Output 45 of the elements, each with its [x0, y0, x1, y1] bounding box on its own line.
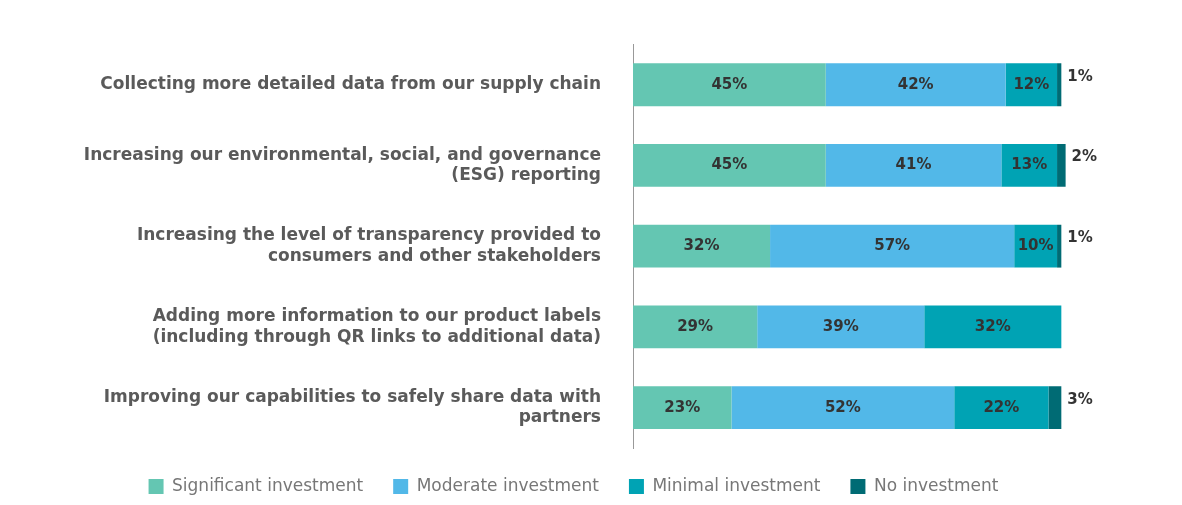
- bar: [1057, 144, 1066, 187]
- data-label: 12%: [1013, 74, 1050, 93]
- legend-label: Significant investment: [172, 474, 364, 495]
- bar: [825, 63, 1006, 107]
- bar: [954, 386, 1049, 430]
- data-label: 39%: [822, 316, 859, 335]
- bar: [924, 305, 1062, 349]
- data-label: 1%: [1067, 228, 1093, 247]
- bar: [1048, 386, 1062, 430]
- data-label: 1%: [1067, 66, 1093, 85]
- y-tick-label: Improving our capabilities to safely share data with partners: [103, 385, 601, 427]
- data-label: 29%: [677, 316, 714, 335]
- bar: [633, 305, 758, 349]
- legend-label: Minimal investment: [652, 474, 821, 495]
- bar: [1057, 63, 1062, 107]
- data-label: 32%: [974, 316, 1011, 335]
- y-tick-label: Adding more information to our product labels (including through QR links to additional data): [152, 305, 601, 346]
- data-label: 42%: [897, 74, 934, 93]
- legend-label: Moderate investment: [416, 474, 600, 495]
- y-tick-label: Collecting more detailed data from our supply chain: [100, 73, 601, 94]
- data-label: 45%: [711, 74, 748, 93]
- bar: [825, 144, 1002, 187]
- data-label: 45%: [711, 155, 748, 174]
- bar: [1057, 224, 1062, 268]
- bar: [633, 224, 771, 268]
- bar: [633, 144, 826, 187]
- legend-label: No investment: [873, 474, 999, 495]
- data-label: 23%: [664, 397, 701, 416]
- data-label: 22%: [983, 397, 1020, 416]
- data-label: 2%: [1071, 147, 1098, 166]
- data-label: 32%: [683, 236, 720, 255]
- data-label: 57%: [874, 236, 911, 255]
- data-label: 3%: [1067, 389, 1093, 408]
- bar: [731, 386, 955, 430]
- data-label: 10%: [1017, 236, 1054, 255]
- bar: [770, 224, 1015, 268]
- bar: [1001, 144, 1058, 187]
- bar: [757, 305, 925, 349]
- data-label: 52%: [824, 397, 861, 416]
- y-tick-label: Increasing our environmental, social, and governance (ESG) reporting: [83, 143, 601, 185]
- y-tick-label: Increasing the level of transparency provided to consumers and other stakeholders: [136, 224, 601, 265]
- data-label: 41%: [895, 155, 932, 174]
- bar: [633, 386, 732, 430]
- bar: [633, 63, 826, 107]
- data-label: 13%: [1011, 155, 1048, 174]
